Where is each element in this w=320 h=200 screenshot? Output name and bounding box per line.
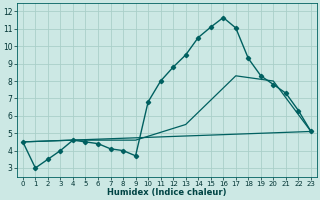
X-axis label: Humidex (Indice chaleur): Humidex (Indice chaleur) xyxy=(107,188,227,197)
